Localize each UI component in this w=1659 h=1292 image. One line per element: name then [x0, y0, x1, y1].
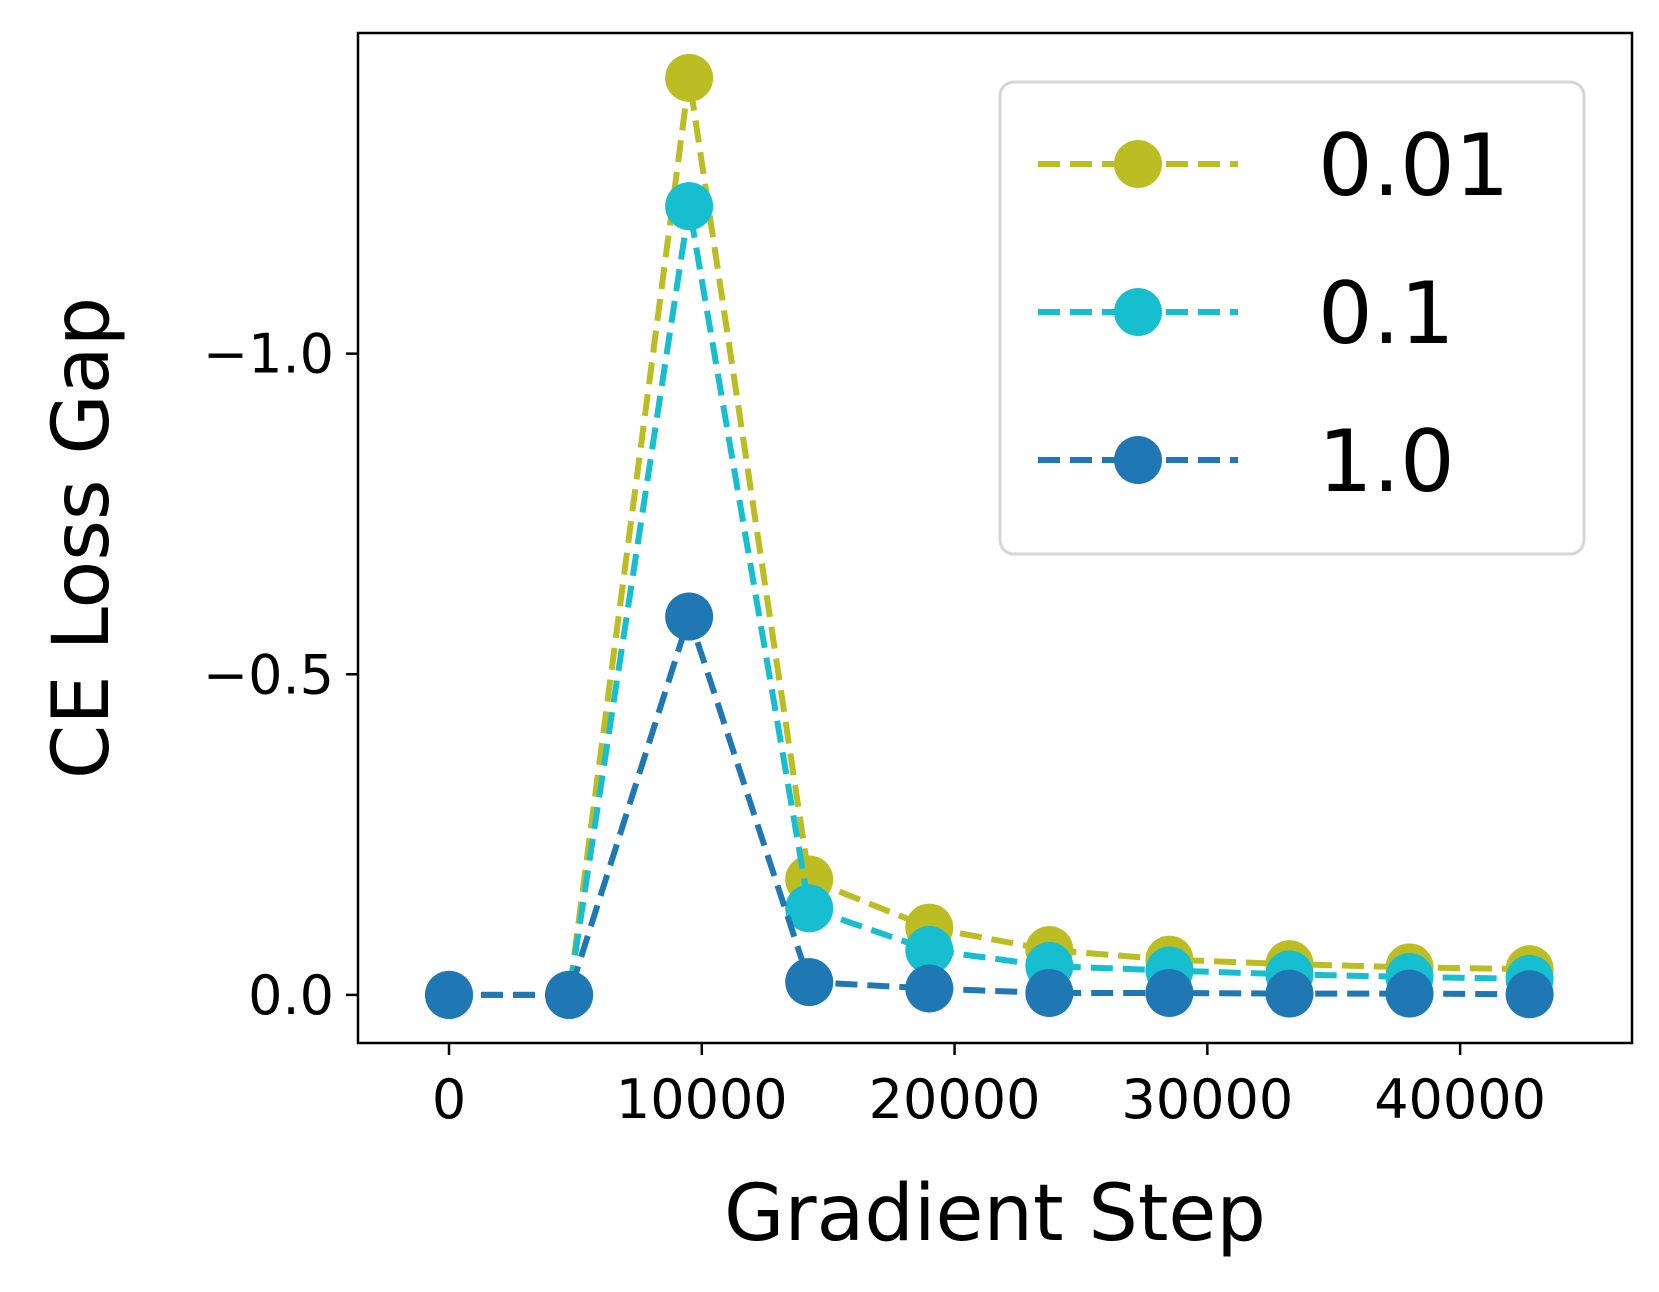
data-point [665, 182, 714, 231]
data-point [665, 592, 714, 641]
series-line [449, 77, 1530, 998]
data-point [545, 970, 594, 1019]
y-axis: −1.0 −0.5 0.0 [203, 323, 358, 1027]
data-point [1385, 969, 1434, 1018]
x-tick-label: 30000 [1121, 1068, 1293, 1131]
x-tick-label: 0 [432, 1068, 466, 1131]
data-point [1145, 968, 1194, 1017]
data-point [425, 970, 473, 1019]
series-1.0 [425, 592, 1554, 1019]
data-point [785, 958, 834, 1007]
plot-frame [356, 31, 1634, 1045]
y-tick-label: 0.0 [248, 964, 334, 1027]
legend-label: 1.0 [1318, 412, 1455, 512]
data-point [1265, 969, 1314, 1018]
legend-marker [1114, 436, 1162, 484]
data-point [785, 884, 834, 933]
data-point [665, 53, 714, 102]
y-tick-label: −1.0 [203, 323, 334, 386]
series-0.1 [425, 182, 1554, 1019]
legend-label: 0.01 [1318, 116, 1509, 216]
legend-item: 0.1 [1038, 264, 1455, 364]
series-line [449, 606, 1530, 998]
legend-marker [1114, 288, 1162, 336]
legend-label: 0.1 [1318, 264, 1455, 364]
y-axis-title: CE Loss Gap [37, 297, 127, 779]
data-point [1505, 970, 1554, 1019]
x-axis: 0 10000 20000 30000 40000 [432, 1043, 1546, 1131]
x-axis-title: Gradient Step [724, 1169, 1266, 1259]
data-point [905, 964, 954, 1013]
plot-marks [425, 53, 1554, 1019]
data-point [905, 926, 954, 975]
x-tick-label: 10000 [616, 1068, 788, 1131]
x-tick-label: 40000 [1374, 1068, 1546, 1131]
legend-item: 1.0 [1038, 412, 1455, 512]
data-point [1025, 968, 1074, 1017]
x-tick-label: 20000 [869, 1068, 1041, 1131]
legend-item: 0.01 [1038, 116, 1509, 216]
y-tick-label: −0.5 [203, 643, 334, 706]
series-line [449, 205, 1530, 998]
legend-marker [1114, 140, 1162, 188]
legend-box [998, 80, 1586, 556]
legend: 0.01 0.1 1.0 [998, 80, 1586, 556]
